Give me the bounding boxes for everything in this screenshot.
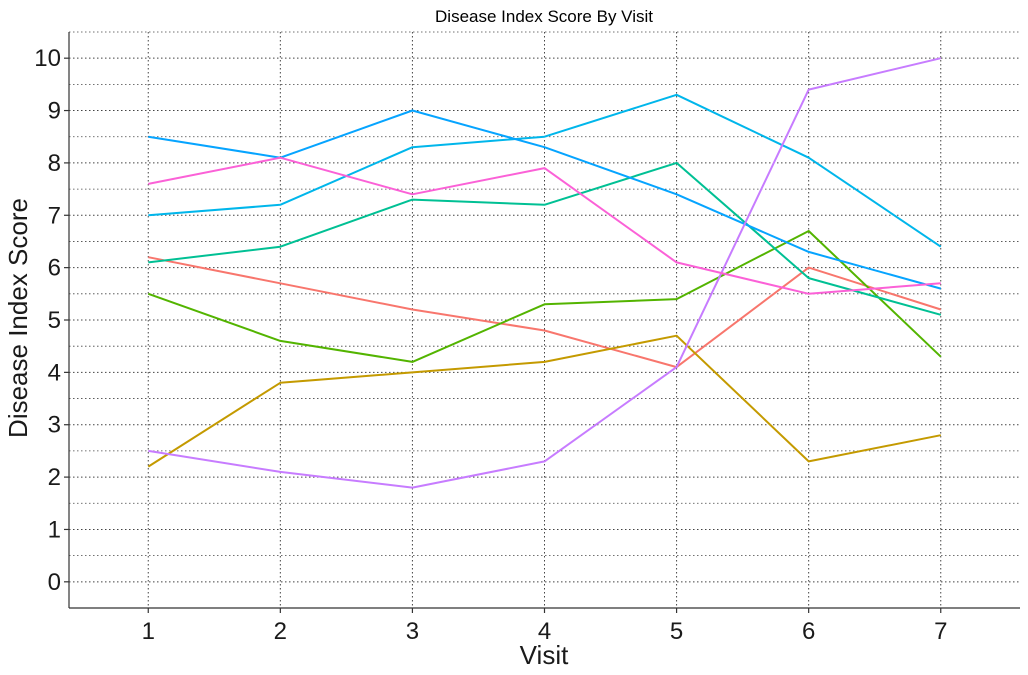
grid bbox=[69, 31, 1020, 609]
x-tick-label: 3 bbox=[406, 618, 419, 645]
axes bbox=[64, 32, 1020, 613]
x-tick-label: 7 bbox=[934, 618, 947, 645]
x-tick-label: 1 bbox=[142, 618, 155, 645]
x-tick-label: 6 bbox=[802, 618, 815, 645]
y-tick-label: 8 bbox=[48, 150, 61, 177]
y-tick-label: 1 bbox=[48, 516, 61, 543]
y-tick-label: 2 bbox=[48, 464, 61, 491]
y-tick-label: 7 bbox=[48, 202, 61, 229]
chart-title: Disease Index Score By Visit bbox=[435, 7, 653, 26]
series-line-8 bbox=[148, 156, 941, 295]
series-line-2 bbox=[147, 334, 941, 468]
y-tick-label: 3 bbox=[48, 412, 61, 439]
tick-labels: 0 1 2 3 4 5 6 7 8 9 10 1 2 3 4 5 6 7 bbox=[34, 45, 947, 645]
y-tick-label: 0 bbox=[48, 569, 61, 596]
series-group bbox=[147, 57, 942, 489]
y-tick-label: 4 bbox=[48, 359, 61, 386]
x-tick-label: 4 bbox=[538, 618, 551, 645]
series-line-7 bbox=[148, 57, 942, 489]
x-axis-label: Visit bbox=[520, 640, 569, 670]
series-line-3 bbox=[147, 230, 942, 363]
y-tick-label: 10 bbox=[34, 45, 61, 72]
series-line-1 bbox=[148, 256, 942, 369]
y-tick-label: 9 bbox=[48, 98, 61, 125]
x-tick-label: 2 bbox=[274, 618, 287, 645]
y-tick-label: 6 bbox=[48, 255, 61, 282]
x-tick-label: 5 bbox=[670, 618, 683, 645]
series-line-5 bbox=[148, 93, 942, 248]
y-tick-label: 5 bbox=[48, 307, 61, 334]
series-line-4 bbox=[148, 161, 942, 316]
y-axis-label: Disease Index Score bbox=[3, 198, 33, 438]
